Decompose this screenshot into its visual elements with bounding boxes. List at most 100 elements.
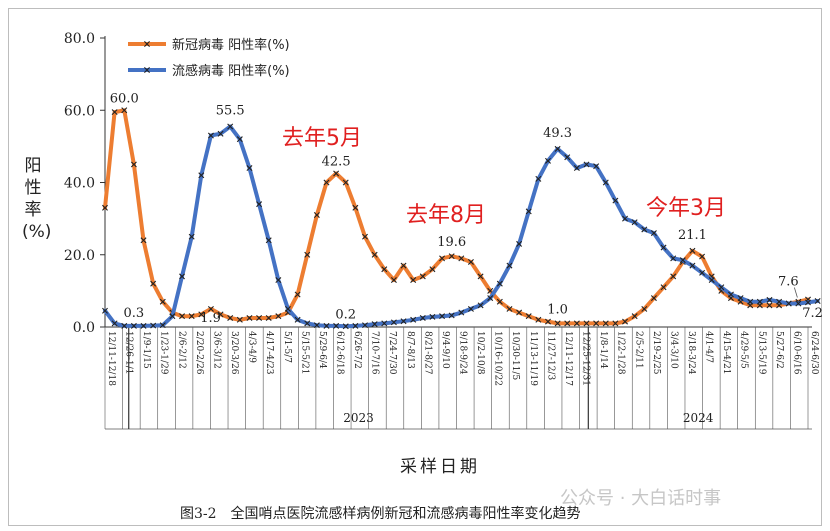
series-1-point xyxy=(400,318,407,325)
x-tick-label: 12/11-12/17 xyxy=(563,331,573,386)
data-label: 0.2 xyxy=(335,307,356,322)
series-0-point xyxy=(593,320,600,327)
series-0-point xyxy=(516,309,523,316)
series-0-point xyxy=(121,107,128,114)
series-0-point xyxy=(111,109,118,116)
series-0-point xyxy=(246,314,253,321)
annotation-text: 去年8月 xyxy=(406,203,486,228)
series-0-point xyxy=(573,320,580,327)
data-label: 1.0 xyxy=(547,302,568,317)
series-0-point xyxy=(150,280,157,287)
series-0-point xyxy=(362,233,369,240)
x-tick-label: 2/20-2/26 xyxy=(194,331,204,375)
series-0-point xyxy=(207,305,214,312)
legend-label-0: 新冠病毒 阳性率(%) xyxy=(172,37,290,53)
series-1-point xyxy=(410,316,417,323)
series-1-point xyxy=(246,165,253,172)
series-0-point xyxy=(140,237,147,244)
series-0-point xyxy=(564,320,571,327)
series-0-point xyxy=(410,277,417,284)
series-1-point xyxy=(631,219,638,226)
series-0-point xyxy=(256,314,263,321)
series-0-point xyxy=(544,318,551,325)
series-1-point xyxy=(776,298,783,305)
series-1-point xyxy=(805,299,811,306)
series-1-point xyxy=(535,175,542,182)
series-0-point xyxy=(622,318,629,325)
data-label: 0.3 xyxy=(124,306,145,321)
series-1-point xyxy=(111,320,118,327)
series-0-point xyxy=(371,251,378,258)
series-0-point xyxy=(602,320,609,327)
series-1-point xyxy=(130,322,137,329)
y-tick-label: 80.0 xyxy=(64,31,95,47)
series-1-point xyxy=(737,295,744,302)
series-0-point xyxy=(304,251,311,258)
series-1-point xyxy=(390,319,397,326)
x-tick-label: 5/29-6/4 xyxy=(317,331,327,369)
x-tick-label: 2/6-2/12 xyxy=(176,331,186,369)
series-1-point xyxy=(342,323,349,330)
data-label: 1.9 xyxy=(200,311,221,326)
series-1-point xyxy=(487,295,494,302)
series-1-point xyxy=(544,157,551,164)
series-1-point xyxy=(525,208,532,215)
series-0-point xyxy=(535,316,542,323)
series-0-point xyxy=(333,170,340,177)
series-1-point xyxy=(564,154,571,161)
legend-marker-1 xyxy=(144,67,150,73)
y-tick-label: 0.0 xyxy=(73,320,95,336)
series-1-point xyxy=(467,305,474,312)
x-tick-label: 11/27-12/3 xyxy=(545,331,555,380)
series-1-point xyxy=(294,316,301,323)
series-1-point xyxy=(602,179,609,186)
series-0-point xyxy=(689,247,696,254)
series-1-point xyxy=(169,313,176,320)
series-0-point xyxy=(342,179,349,186)
series-1-point xyxy=(429,313,436,320)
series-1-point xyxy=(516,240,523,247)
series-1-point xyxy=(419,314,426,321)
series-1-point xyxy=(362,322,369,329)
series-0-point xyxy=(313,212,320,219)
series-0-point xyxy=(448,253,455,260)
x-tick-label: 9/4-9/10 xyxy=(440,331,450,369)
series-1-point xyxy=(140,322,147,329)
series-1-point xyxy=(371,321,378,328)
series-1-point xyxy=(785,300,792,307)
series-0-point xyxy=(400,262,407,269)
x-tick-label: 12/25-12/31 xyxy=(581,331,591,386)
x-tick-label: 4/17-4/23 xyxy=(264,331,274,375)
series-1-point xyxy=(439,313,446,320)
series-1-point xyxy=(458,309,465,316)
x-tick-label: 1/9-1/15 xyxy=(141,331,151,369)
series-1-point xyxy=(583,161,590,168)
series-0-point xyxy=(506,305,513,312)
series-0-point xyxy=(198,311,205,318)
series-0-point xyxy=(612,320,619,327)
x-tick-label: 3/6-3/12 xyxy=(211,331,221,369)
data-label: 49.3 xyxy=(543,126,572,141)
series-0-point xyxy=(130,161,137,168)
series-1-point xyxy=(352,322,359,329)
series-1-point xyxy=(236,136,243,143)
x-tick-label: 2/19-2/25 xyxy=(651,331,661,375)
series-1-point xyxy=(256,201,263,208)
x-axis-label: 采样日期 xyxy=(400,457,480,477)
series-1-point xyxy=(622,215,629,222)
series-1-point xyxy=(573,165,580,172)
series-0-point xyxy=(179,313,186,320)
series-1-point xyxy=(795,300,802,307)
series-1-point xyxy=(506,262,513,269)
series-0-point xyxy=(583,320,590,327)
series-0-point xyxy=(236,316,243,323)
x-tick-label: 8/21-8/27 xyxy=(422,331,432,375)
series-1-point xyxy=(304,320,311,327)
year-label-2024: 2024 xyxy=(683,411,714,425)
series-1-point xyxy=(121,322,128,329)
x-tick-label: 8/7-8/13 xyxy=(405,331,415,369)
series-0-point xyxy=(467,258,474,265)
year-label-2023: 2023 xyxy=(343,411,374,425)
x-tick-label: 2/5-2/11 xyxy=(633,331,643,369)
